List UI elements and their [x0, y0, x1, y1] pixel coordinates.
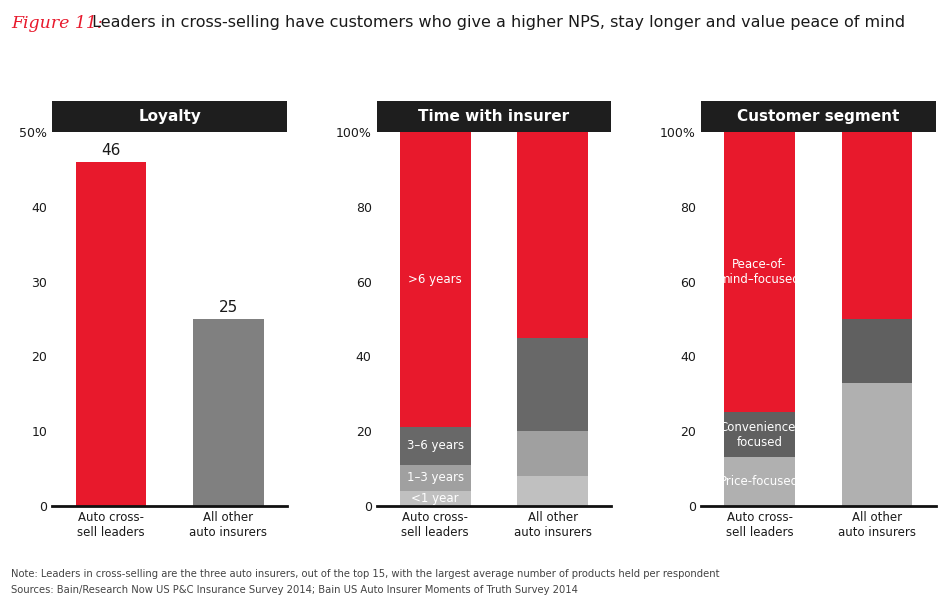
Text: Percentage of respondents: Percentage of respondents [379, 108, 547, 121]
Text: Sources: Bain/Research Now US P&C Insurance Survey 2014; Bain US Auto Insurer Mo: Sources: Bain/Research Now US P&C Insura… [11, 585, 579, 595]
Text: 1–3 years: 1–3 years [407, 471, 464, 484]
Bar [400, 491, 470, 506]
Bar [400, 132, 470, 427]
Bar [76, 163, 146, 506]
Text: 46: 46 [102, 143, 121, 158]
Bar [518, 431, 588, 476]
Text: Peace-of-
mind–focused: Peace-of- mind–focused [718, 258, 801, 287]
Text: 25: 25 [218, 300, 238, 315]
Text: Time with insurer: Time with insurer [418, 110, 570, 124]
Bar [724, 132, 795, 412]
Text: Loyalty: Loyalty [139, 110, 201, 124]
Text: Price-focused: Price-focused [720, 475, 799, 488]
Text: 3–6 years: 3–6 years [407, 439, 464, 453]
Bar [724, 412, 795, 457]
Bar [518, 132, 588, 338]
Text: Percentage of respondents: Percentage of respondents [703, 108, 871, 121]
Bar [400, 427, 470, 465]
Text: Convenience-
focused: Convenience- focused [719, 421, 800, 448]
Bar [518, 476, 588, 506]
Text: Customer segment: Customer segment [737, 110, 900, 124]
Bar [842, 319, 912, 382]
Bar [518, 338, 588, 431]
Bar [400, 465, 470, 491]
Text: Figure 11:: Figure 11: [11, 15, 104, 32]
Text: >6 years: >6 years [408, 273, 462, 287]
Bar [724, 457, 795, 506]
Text: NPS: NPS [54, 105, 80, 117]
Bar [842, 132, 912, 319]
Bar [193, 319, 264, 506]
Text: <1 year: <1 year [411, 492, 459, 504]
Text: Note: Leaders in cross-selling are the three auto insurers, out of the top 15, w: Note: Leaders in cross-selling are the t… [11, 569, 720, 579]
Text: Leaders in cross-selling have customers who give a higher NPS, stay longer and v: Leaders in cross-selling have customers … [87, 15, 905, 30]
Bar [842, 382, 912, 506]
